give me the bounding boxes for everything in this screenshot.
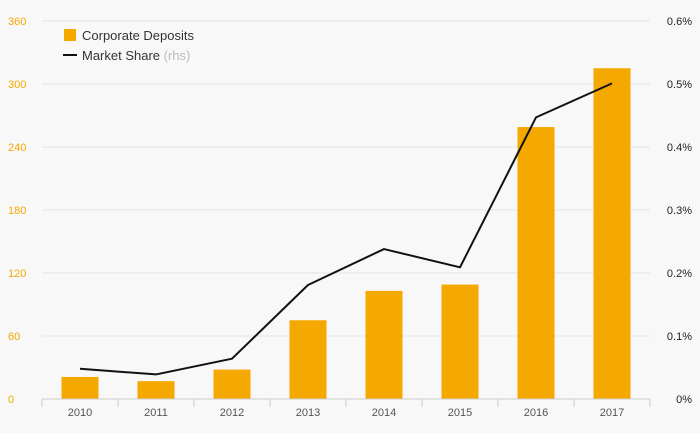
bar	[517, 127, 555, 400]
y-left-tick-label: 120	[8, 268, 26, 280]
y-right-tick-label: 0.4%	[667, 142, 692, 154]
y-right-tick-label: 0%	[676, 394, 692, 406]
bar	[441, 284, 479, 399]
y-right-tick-label: 0.6%	[667, 16, 692, 28]
x-tick-label: 2010	[68, 407, 92, 419]
bar	[365, 290, 403, 399]
bar	[137, 381, 175, 399]
y-left-tick-label: 300	[8, 79, 26, 91]
axes: 0 60 120 180 240 300 360 0% 0.1% 0.2% 0.3% 0.4% 0.5%…	[8, 16, 692, 419]
line-series	[79, 82, 613, 376]
y-right-tick-label: 0.3%	[667, 205, 692, 217]
gridlines	[42, 20, 650, 337]
x-tick-label: 2013	[296, 407, 320, 419]
x-tick-label: 2012	[220, 407, 244, 419]
legend-label-market-share-name: Market Share	[82, 48, 164, 63]
legend: Corporate Deposits Market Share (rhs)	[63, 28, 194, 63]
bar-series	[61, 68, 631, 400]
y-right-tick-label: 0.1%	[667, 331, 692, 343]
bar	[213, 369, 251, 399]
x-tick-label: 2016	[524, 407, 548, 419]
x-tick-label: 2011	[144, 407, 168, 419]
x-tick-label: 2014	[372, 407, 396, 419]
legend-label-market-share-suffix: (rhs)	[164, 48, 191, 63]
y-left-tick-label: 360	[8, 16, 26, 28]
legend-swatch-corporate-deposits	[64, 29, 76, 41]
bar	[289, 320, 327, 399]
y-left-tick-label: 0	[8, 394, 14, 406]
x-tick-label: 2015	[448, 407, 472, 419]
legend-label-corporate-deposits: Corporate Deposits	[82, 28, 194, 43]
y-right-tick-label: 0.5%	[667, 79, 692, 91]
y-left-tick-label: 60	[8, 331, 20, 343]
market-share-line	[79, 82, 613, 376]
y-right-tick-label: 0.2%	[667, 268, 692, 280]
y-left-tick-label: 180	[8, 205, 26, 217]
bar	[593, 68, 631, 399]
y-left-tick-label: 240	[8, 142, 26, 154]
bar	[61, 376, 99, 399]
legend-label-market-share: Market Share (rhs)	[82, 48, 190, 63]
x-tick-label: 2017	[600, 407, 624, 419]
